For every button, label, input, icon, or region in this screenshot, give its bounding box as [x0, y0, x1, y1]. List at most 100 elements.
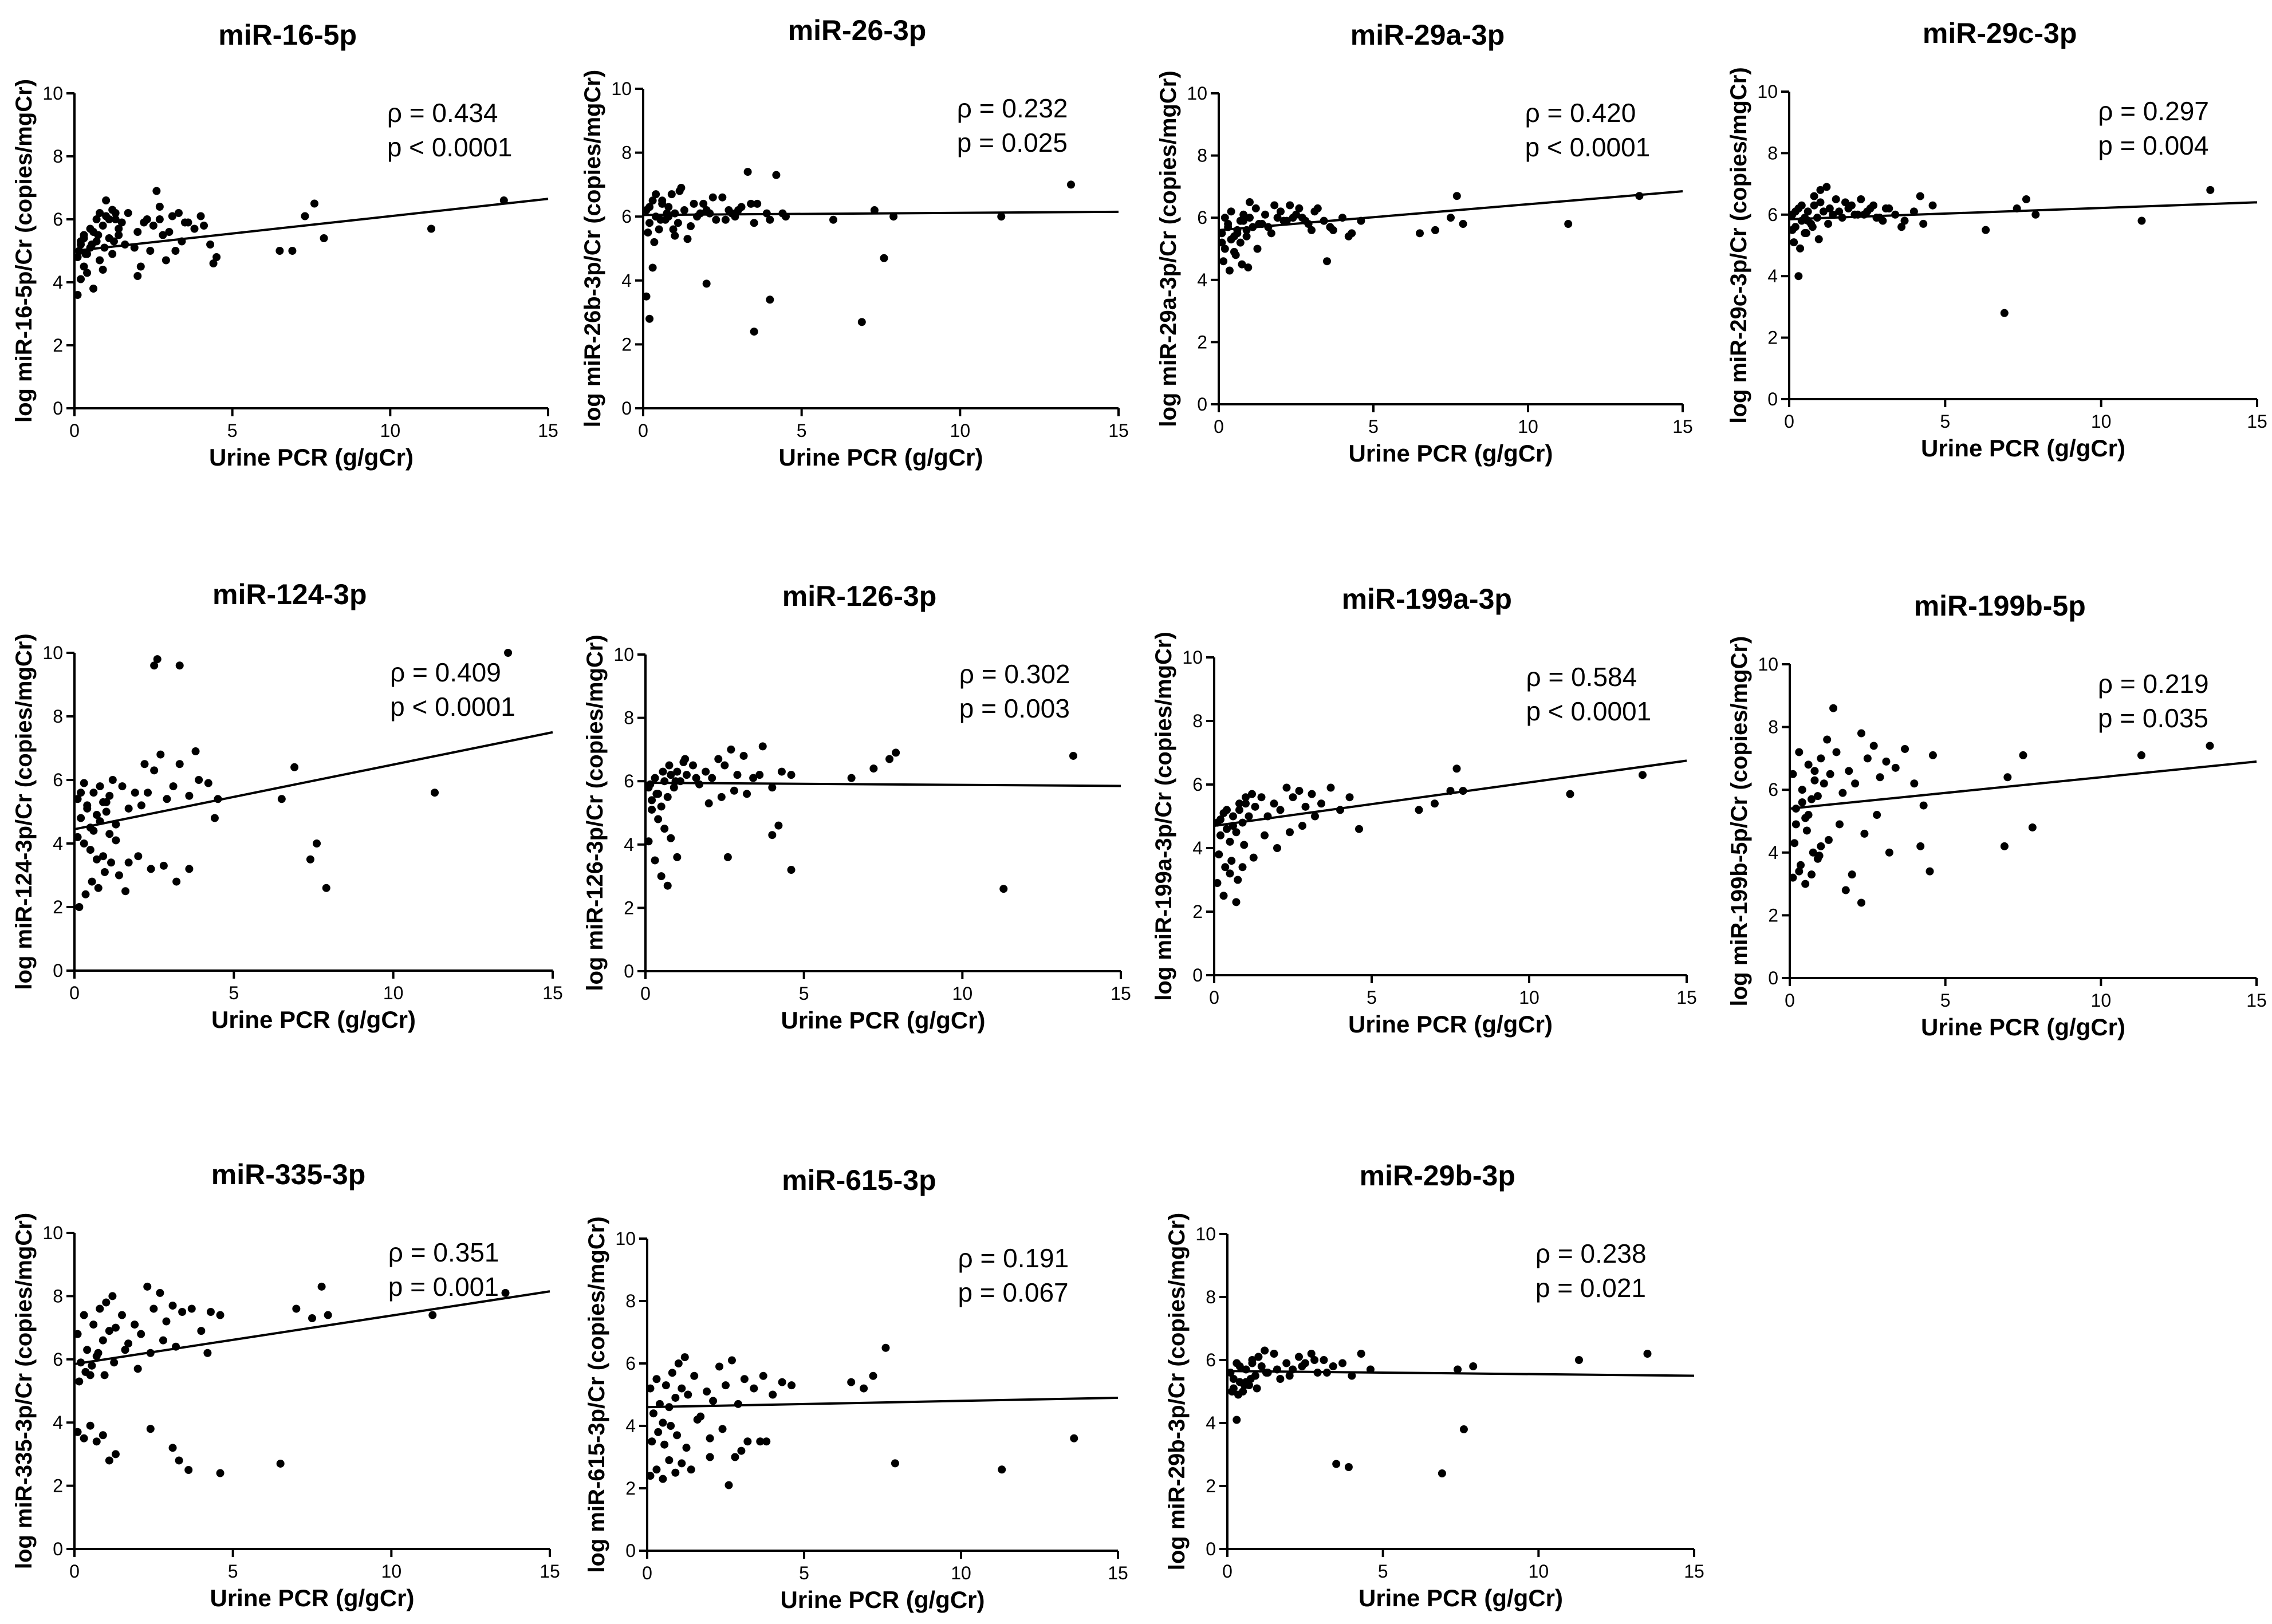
- data-point: [1220, 245, 1229, 253]
- data-point: [680, 206, 688, 215]
- data-point: [92, 855, 101, 864]
- rho-annotation: ρ = 0.302: [959, 659, 1070, 689]
- data-point: [197, 1327, 206, 1335]
- data-point: [2206, 186, 2215, 194]
- y-tick-label: 0: [1767, 389, 1778, 409]
- data-point: [1919, 219, 1928, 228]
- data-point: [774, 821, 783, 830]
- data-point: [753, 199, 762, 208]
- data-point: [83, 1346, 92, 1354]
- data-point: [743, 168, 752, 176]
- data-point: [1795, 748, 1804, 756]
- data-point: [156, 750, 165, 759]
- data-point: [656, 215, 665, 224]
- panel-mir-615-3p: miR-615-3p 0 2 4 6 8 10 0 5 10 15 Urine PCR (g/gCr)…: [584, 1164, 1128, 1613]
- y-tick-label: 4: [1767, 266, 1778, 286]
- data-point: [778, 209, 787, 218]
- y-tick-label: 6: [53, 209, 63, 230]
- data-point: [1273, 844, 1281, 852]
- data-point: [1326, 223, 1334, 231]
- data-point: [696, 209, 704, 218]
- data-point: [1282, 216, 1291, 225]
- data-point: [1070, 1434, 1078, 1442]
- data-point: [1229, 1375, 1238, 1383]
- data-point: [684, 1390, 692, 1399]
- data-point: [1270, 201, 1279, 210]
- data-point: [105, 1456, 113, 1465]
- panel-title: miR-29b-3p: [1360, 1160, 1515, 1192]
- data-point: [1841, 886, 1850, 894]
- data-point: [727, 209, 736, 218]
- panel-mir-199a-3p: miR-199a-3p 0 2 4 6 8 10 0 5 10 15 Urine PCR (g/gCr…: [1151, 583, 1697, 1038]
- data-point: [1235, 799, 1243, 808]
- data-point: [683, 235, 692, 243]
- data-point: [292, 1304, 301, 1313]
- data-point: [1229, 822, 1237, 830]
- data-point: [857, 318, 866, 326]
- data-point: [1261, 831, 1269, 839]
- data-point: [1323, 257, 1331, 266]
- y-tick-label: 4: [625, 1416, 636, 1436]
- panel-title: miR-29c-3p: [1923, 17, 2077, 49]
- data-point: [1825, 204, 1834, 213]
- data-point: [320, 234, 328, 242]
- p-value-annotation: p < 0.0001: [1525, 132, 1651, 162]
- data-point: [1244, 263, 1253, 272]
- data-point: [1236, 238, 1245, 247]
- y-tick-label: 8: [53, 706, 63, 727]
- y-tick-label: 8: [1768, 717, 1778, 738]
- y-tick-label: 10: [1182, 647, 1203, 668]
- p-value-annotation: p = 0.004: [2098, 131, 2208, 160]
- data-point: [89, 826, 98, 835]
- x-tick-label: 15: [2246, 990, 2267, 1011]
- data-point: [1234, 1390, 1243, 1399]
- data-point: [664, 203, 673, 211]
- y-tick-label: 0: [624, 961, 634, 982]
- data-point: [1882, 757, 1891, 766]
- data-point: [708, 774, 716, 782]
- data-point: [750, 1384, 758, 1393]
- data-point: [1238, 863, 1247, 872]
- data-point: [1872, 214, 1881, 222]
- data-point: [162, 1317, 171, 1326]
- data-point: [322, 884, 330, 892]
- x-tick-label: 0: [69, 420, 80, 441]
- y-tick-label: 2: [1197, 332, 1207, 352]
- data-point: [1239, 210, 1248, 219]
- data-point: [2206, 742, 2214, 750]
- data-point: [1257, 793, 1266, 802]
- y-axis-title: log miR-615-3p/Cr (copies/mgCr): [584, 1216, 609, 1572]
- data-point: [86, 846, 94, 854]
- regression-line: [1789, 760, 2257, 810]
- data-point: [1832, 195, 1840, 203]
- y-tick-label: 8: [1197, 145, 1207, 166]
- regression-line: [643, 210, 1119, 216]
- data-point: [191, 747, 200, 756]
- data-point: [777, 767, 786, 776]
- data-point: [499, 196, 508, 204]
- data-point: [1219, 892, 1228, 900]
- data-point: [1219, 257, 1228, 266]
- data-point: [721, 215, 730, 224]
- data-point: [83, 804, 92, 813]
- data-point: [310, 199, 319, 208]
- data-point: [673, 853, 682, 861]
- data-point: [96, 256, 104, 265]
- y-tick-label: 6: [1192, 774, 1203, 795]
- data-point: [881, 1343, 890, 1352]
- data-point: [1794, 272, 1803, 281]
- data-point: [1796, 244, 1805, 253]
- data-point: [652, 190, 660, 199]
- y-tick-label: 2: [1767, 328, 1778, 348]
- y-tick-label: 4: [53, 833, 63, 854]
- data-point: [1248, 790, 1256, 798]
- data-point: [1814, 235, 1823, 243]
- data-point: [92, 811, 101, 819]
- data-point: [1220, 214, 1229, 222]
- data-point: [124, 1339, 133, 1348]
- data-point: [1286, 201, 1294, 210]
- data-point: [661, 1381, 670, 1390]
- data-point: [702, 279, 711, 288]
- data-point: [1240, 841, 1249, 849]
